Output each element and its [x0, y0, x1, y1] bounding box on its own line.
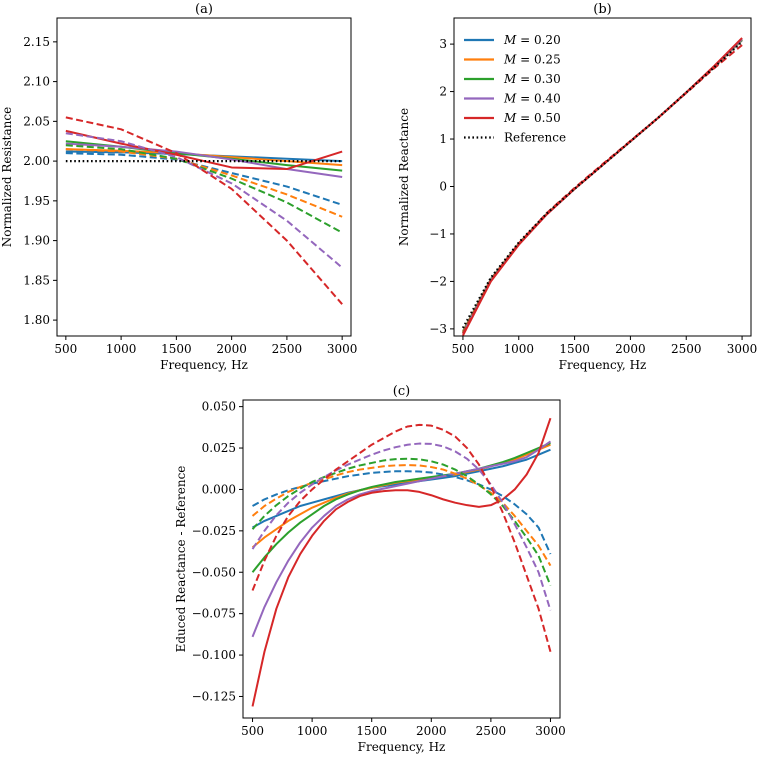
series-group: [461, 37, 743, 336]
y-tick-label: 2.10: [23, 75, 50, 89]
y-axis-label: Normalized Reactance: [397, 108, 411, 246]
series-line-8: [251, 442, 552, 611]
x-tick-label: 2500: [671, 342, 702, 356]
series-line-7: [251, 457, 552, 586]
x-tick-label: 500: [241, 724, 264, 738]
chart-panel-a: 500 1000 1500 2000 2500 3000 1.80 1.85 1.90 1.95 2…: [0, 2, 357, 372]
x-tick-label: 2500: [272, 342, 303, 356]
series-line-2: [251, 442, 551, 573]
x-tick-label: 1500: [356, 724, 387, 738]
series-group: [251, 417, 552, 707]
axes-frame: [56, 17, 352, 337]
y-tick-label: 3: [439, 37, 447, 51]
x-tick-label: 1000: [503, 342, 534, 356]
y-tick-label: 2.05: [23, 114, 50, 128]
series-line-3: [251, 440, 552, 638]
series-line-6: [65, 148, 343, 218]
series-group: [65, 116, 343, 305]
legend-label: M = 0.30: [503, 72, 561, 86]
y-tick-label: 0.050: [202, 400, 236, 414]
y-tick-label: 1.85: [23, 273, 50, 287]
x-tick-label: 2000: [216, 342, 247, 356]
x-tick-label: 1000: [297, 724, 328, 738]
chart-panel-c: 500 1000 1500 2000 2500 3000 −0.125 −0.100 −0.07…: [174, 384, 566, 754]
y-tick-label: −3: [429, 322, 447, 336]
x-tick-label: 1000: [106, 342, 137, 356]
x-axis-label: Frequency, Hz: [358, 740, 446, 754]
series-line-8: [65, 132, 343, 269]
y-tick-label: 2.00: [23, 154, 50, 168]
series-line-7: [65, 144, 343, 234]
legend-label: Reference: [504, 131, 566, 145]
x-tick-label: 1500: [559, 342, 590, 356]
y-tick-label: 2.15: [23, 35, 50, 49]
series-line-9: [251, 423, 552, 653]
panel-title: (a): [195, 2, 213, 17]
y-tick-label: 1.95: [23, 194, 50, 208]
axes-frame: [242, 399, 561, 719]
legend-label: M = 0.40: [503, 92, 561, 106]
y-tick-label: −0.025: [192, 524, 236, 538]
legend: M = 0.20 M = 0.25 M = 0.30 M = 0.40 M = 0.50…: [464, 33, 566, 145]
x-axis-label: Frequency, Hz: [160, 358, 248, 372]
y-tick-label: −2: [429, 274, 447, 288]
legend-label: M = 0.50: [503, 111, 561, 125]
y-tick-label: −1: [429, 227, 447, 241]
x-axis-label: Frequency, Hz: [559, 358, 647, 372]
panel-title: (b): [593, 2, 611, 17]
x-tick-label: 2000: [416, 724, 447, 738]
y-axis-label: Educed Reactance - Reference: [174, 466, 188, 653]
y-tick-label: −0.050: [192, 565, 236, 579]
y-tick-label: 0.000: [202, 482, 236, 496]
x-tick-label: 2000: [615, 342, 646, 356]
y-tick-label: 1: [439, 132, 447, 146]
series-line-4: [65, 129, 343, 171]
y-tick-label: 1.80: [23, 313, 50, 327]
axes-frame: [453, 17, 752, 337]
x-tick-label: 3000: [535, 724, 566, 738]
chart-panel-b: 500 1000 1500 2000 2500 3000 −3 −2 −1 0 1 2 3 (b) Freq…: [397, 2, 757, 372]
panel-title: (c): [393, 384, 410, 399]
x-tick-label: 500: [451, 342, 474, 356]
x-tick-label: 3000: [727, 342, 758, 356]
y-tick-label: 0: [439, 179, 447, 193]
y-tick-label: −0.075: [192, 607, 236, 621]
y-tick-label: 1.90: [23, 234, 50, 248]
y-tick-label: −0.125: [192, 689, 236, 703]
series-line-3: [65, 142, 343, 178]
x-tick-label: 2500: [476, 724, 507, 738]
y-tick-label: 2: [439, 85, 447, 99]
legend-label: M = 0.20: [503, 33, 561, 47]
legend-label: M = 0.25: [503, 53, 561, 67]
y-tick-label: 0.025: [202, 441, 236, 455]
x-tick-label: 1500: [161, 342, 192, 356]
y-axis-label: Normalized Resistance: [0, 107, 14, 247]
y-tick-label: −0.100: [192, 648, 236, 662]
series-line-9: [65, 116, 343, 305]
series-line-0: [252, 448, 551, 529]
x-tick-label: 3000: [327, 342, 358, 356]
x-tick-label: 500: [54, 342, 77, 356]
series-line-5: [462, 44, 743, 335]
